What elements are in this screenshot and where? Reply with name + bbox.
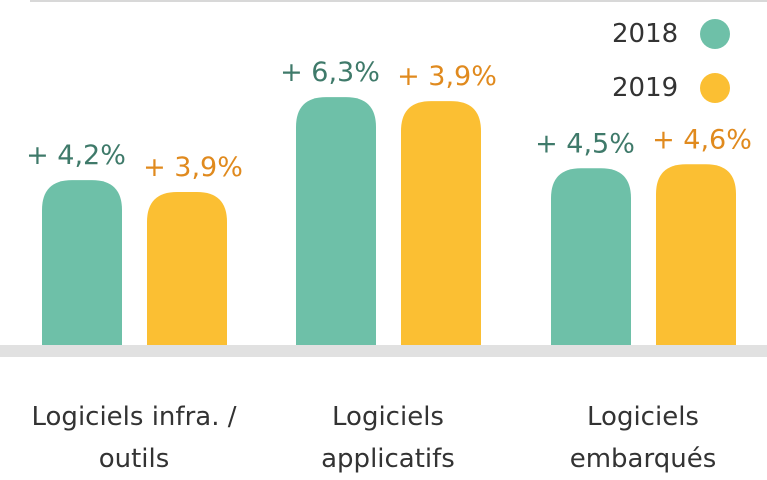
legend-label-2018: 2018 bbox=[612, 19, 679, 49]
category-label-0: Logiciels infra. / outils bbox=[9, 396, 259, 480]
data-label-2018-1: + 6,3% bbox=[280, 57, 380, 88]
bars-group: + 4,2% + 6,3% + 4,5% + 3,9% + 3,9% + 4,6% bbox=[26, 57, 752, 347]
bar-2018-0 bbox=[42, 180, 122, 346]
category-label-0-line-1: Logiciels infra. / bbox=[31, 402, 237, 432]
category-label-0-line-2: outils bbox=[98, 444, 170, 474]
category-label-1: Logiciels applicatifs bbox=[263, 396, 513, 480]
category-label-2-line-1: Logiciels bbox=[587, 402, 699, 432]
category-label-2: Logiciels embarqués bbox=[518, 396, 767, 480]
category-label-1-line-2: applicatifs bbox=[321, 444, 455, 474]
legend-dot-2018 bbox=[700, 19, 730, 49]
data-label-2018-2: + 4,5% bbox=[535, 128, 635, 159]
legend-dot-2019 bbox=[700, 73, 730, 103]
legend-label-2019: 2019 bbox=[612, 73, 679, 103]
data-label-2018-0: + 4,2% bbox=[26, 140, 126, 171]
data-label-2019-1: + 3,9% bbox=[397, 61, 497, 92]
bar-2019-1 bbox=[401, 101, 481, 346]
bar-2018-2 bbox=[551, 168, 631, 346]
category-label-1-line-1: Logiciels bbox=[332, 402, 444, 432]
bar-2018-1 bbox=[296, 97, 376, 347]
bar-2019-2 bbox=[656, 164, 736, 346]
baseline-bar bbox=[0, 345, 767, 357]
legend-item-2019: 2019 bbox=[612, 70, 730, 106]
data-label-2019-2: + 4,6% bbox=[652, 124, 752, 155]
category-label-2-line-2: embarqués bbox=[569, 444, 717, 474]
legend-item-2018: 2018 bbox=[612, 16, 730, 52]
data-label-2019-0: + 3,9% bbox=[143, 152, 243, 183]
bar-2019-0 bbox=[147, 191, 227, 346]
